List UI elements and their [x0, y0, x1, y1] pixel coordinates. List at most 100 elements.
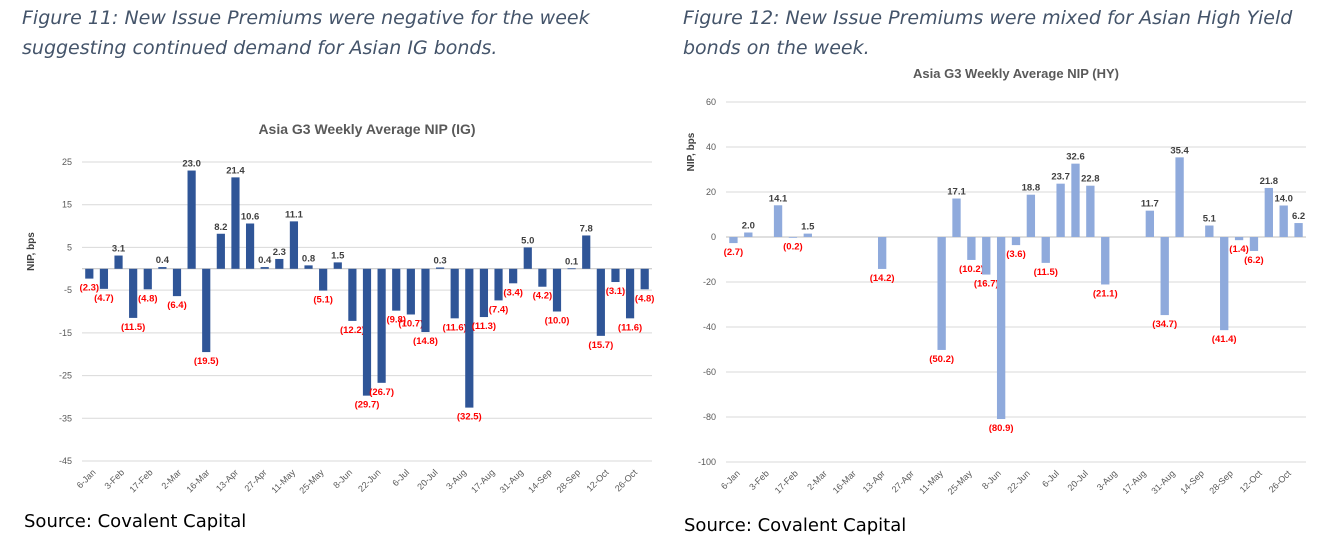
data-label: (10.2): [959, 264, 984, 275]
bar: [275, 258, 284, 269]
bar: [582, 235, 591, 269]
y-tick-label: 15: [62, 200, 72, 210]
data-label: (9.8): [386, 315, 406, 326]
data-label: 32.6: [1066, 152, 1085, 163]
data-label: 2.3: [273, 247, 286, 258]
y-tick-label: 25: [62, 157, 72, 167]
data-label: (14.8): [413, 336, 438, 347]
data-label: 3.1: [112, 244, 126, 255]
bar: [937, 237, 946, 350]
bar: [1294, 223, 1303, 237]
data-label: (34.7): [1152, 319, 1177, 330]
bar: [231, 177, 240, 269]
bar: [1160, 237, 1169, 316]
data-label: (80.9): [989, 423, 1014, 434]
data-label: 21.8: [1260, 176, 1279, 187]
x-tick-label: 2-Mar: [805, 468, 829, 492]
bar: [450, 268, 459, 319]
data-label: (3.4): [503, 287, 523, 298]
x-tick-label: 3-Aug: [1095, 468, 1119, 492]
data-label: (15.7): [588, 340, 613, 351]
x-tick-label: 3-Aug: [444, 467, 468, 491]
data-label: (11.5): [121, 322, 145, 333]
data-label: (14.2): [870, 273, 895, 284]
data-label: 5.0: [521, 235, 534, 246]
data-label: (2.7): [724, 247, 744, 258]
bar: [494, 268, 503, 301]
bar: [362, 268, 372, 396]
bar: [245, 223, 255, 269]
data-label: (16.7): [974, 279, 999, 290]
y-tick-label: -40: [703, 322, 716, 332]
data-label: 6.2: [1292, 211, 1305, 222]
x-tick-label: 11-May: [917, 468, 945, 496]
bar: [1071, 163, 1080, 237]
y-tick-label: 20: [706, 187, 716, 197]
bar: [803, 233, 812, 237]
bar: [406, 268, 415, 315]
bar: [435, 267, 445, 269]
x-tick-label: 27-Apr: [890, 468, 916, 494]
x-tick-label: 12-Oct: [584, 467, 611, 494]
data-label: 18.8: [1022, 183, 1041, 194]
bar: [1026, 194, 1036, 237]
bar: [773, 205, 783, 237]
data-label: (4.7): [94, 293, 114, 304]
y-tick-label: -35: [59, 413, 72, 423]
x-tick-label: 17-Aug: [1120, 468, 1148, 496]
bar: [1101, 237, 1110, 285]
data-label: 5.1: [1203, 214, 1217, 225]
data-label: (32.5): [457, 412, 482, 423]
bar: [114, 255, 123, 269]
figure-12-source: Source: Covalent Capital: [684, 515, 907, 536]
hy-nip-chart: Asia G3 Weekly Average NIP (HY) NIP, bps 6…: [686, 66, 1306, 497]
bar: [1041, 237, 1050, 263]
x-tick-label: 20-Jul: [415, 467, 439, 491]
y-tick-label: -80: [703, 412, 716, 422]
bar: [143, 268, 152, 290]
data-label: 11.1: [285, 209, 304, 220]
x-tick-label: 13-Apr: [214, 467, 240, 493]
x-tick-label: 11-May: [269, 467, 297, 495]
data-label: 14.0: [1274, 194, 1293, 205]
x-tick-label: 28-Sep: [1207, 468, 1235, 496]
x-tick-label: 8-Jun: [980, 468, 1003, 491]
data-label: (41.4): [1212, 334, 1237, 345]
data-label: (50.2): [929, 354, 954, 365]
bar: [877, 237, 887, 269]
y-tick-label: 60: [706, 97, 716, 107]
data-label: (2.3): [80, 283, 100, 294]
bar: [158, 267, 167, 269]
data-label: (11.5): [1034, 267, 1058, 278]
data-label: 21.4: [226, 165, 245, 176]
y-tick-label: -25: [59, 371, 72, 381]
data-label: 23.0: [182, 159, 201, 170]
bar: [319, 268, 328, 291]
y-axis-label: NIP, bps: [686, 132, 697, 171]
data-label: (10.0): [545, 316, 570, 327]
bar: [289, 221, 299, 269]
y-tick-label: 5: [67, 242, 72, 252]
bar: [967, 237, 976, 260]
x-tick-label: 31-Aug: [498, 467, 526, 495]
y-tick-label: -60: [703, 367, 716, 377]
x-tick-label: 6-Jan: [75, 467, 98, 490]
bar: [744, 232, 753, 237]
x-tick-label: 3-Feb: [747, 468, 771, 492]
bar: [99, 268, 109, 289]
bar: [1145, 210, 1155, 237]
data-label: (4.8): [635, 293, 655, 304]
data-label: 11.7: [1141, 199, 1159, 210]
x-tick-label: 17-Feb: [127, 467, 154, 494]
figure-11-source: Source: Covalent Capital: [24, 511, 247, 532]
data-label: (21.1): [1093, 288, 1118, 299]
x-tick-label: 17-Aug: [469, 467, 497, 495]
x-tick-label: 14-Sep: [526, 467, 554, 495]
data-label: (10.7): [398, 318, 423, 329]
x-tick-label: 6-Jan: [719, 468, 742, 491]
data-label: 0.4: [156, 255, 170, 266]
bar: [304, 265, 313, 269]
data-label: 0.1: [565, 256, 579, 267]
bar: [1205, 225, 1214, 237]
data-label: (26.7): [369, 387, 394, 398]
